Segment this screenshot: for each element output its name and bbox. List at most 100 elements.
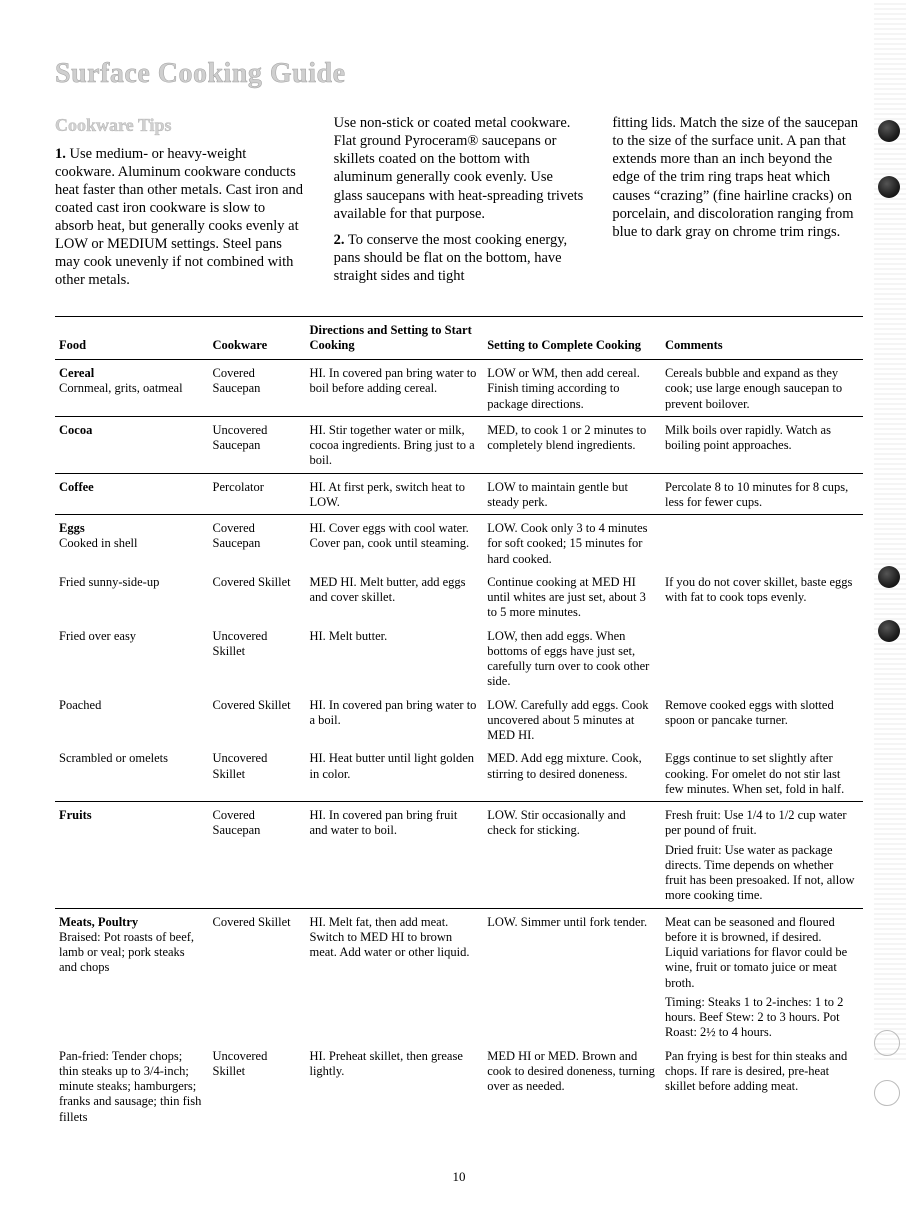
cell-start: HI. Stir together water or milk, cocoa i… <box>305 416 483 473</box>
cell-start: HI. Heat butter until light golden in co… <box>305 747 483 801</box>
cell-complete: LOW. Simmer until fork tender. <box>483 908 661 1045</box>
cell-comments: Meat can be seasoned and floured before … <box>661 908 863 1045</box>
cell-comments: Eggs continue to set slightly after cook… <box>661 747 863 801</box>
cell-cookware: Covered Skillet <box>209 908 306 1045</box>
cell-start: HI. In covered pan bring fruit and water… <box>305 802 483 909</box>
cell-food: CerealCornmeal, grits, oatmeal <box>55 360 209 417</box>
cell-comments <box>661 625 863 694</box>
cell-start: HI. Preheat skillet, then grease lightly… <box>305 1045 483 1129</box>
table-row: CerealCornmeal, grits, oatmealCovered Sa… <box>55 360 863 417</box>
cell-comments: Fresh fruit: Use 1/4 to 1/2 cup water pe… <box>661 802 863 909</box>
cell-food: Meats, PoultryBraised: Pot roasts of bee… <box>55 908 209 1045</box>
cell-food: Fruits <box>55 802 209 909</box>
table-header-row: Food Cookware Directions and Setting to … <box>55 316 863 360</box>
food-heading: Fruits <box>59 808 203 823</box>
table-body: CerealCornmeal, grits, oatmealCovered Sa… <box>55 360 863 1129</box>
table-row: Scrambled or omeletsUncovered SkilletHI.… <box>55 747 863 801</box>
table-row: Coffee PercolatorHI. At first perk, switc… <box>55 473 863 515</box>
table-row: Pan-fried: Tender chops; thin steaks up … <box>55 1045 863 1129</box>
cell-cookware: Percolator <box>209 473 306 515</box>
cell-food: Fried over easy <box>55 625 209 694</box>
cell-complete: Continue cooking at MED HI until whites … <box>483 571 661 625</box>
food-text: Fried sunny-side-up <box>59 575 203 590</box>
table-row: Meats, PoultryBraised: Pot roasts of bee… <box>55 908 863 1045</box>
col-comments: Comments <box>661 316 863 360</box>
cell-start: HI. In covered pan bring water to boil b… <box>305 360 483 417</box>
cooking-guide-table: Food Cookware Directions and Setting to … <box>55 316 863 1129</box>
page: Surface Cooking Guide Cookware Tips 1. U… <box>0 0 918 1225</box>
cell-complete: LOW. Stir occasionally and check for sti… <box>483 802 661 909</box>
food-text: Pan-fried: Tender chops; thin steaks up … <box>59 1049 203 1125</box>
food-heading: Eggs <box>59 521 203 536</box>
intro-col-1: Cookware Tips 1. Use medium- or heavy-we… <box>55 114 306 298</box>
cell-food: Pan-fried: Tender chops; thin steaks up … <box>55 1045 209 1129</box>
cell-complete: LOW. Cook only 3 to 4 minutes for soft c… <box>483 515 661 571</box>
cell-comments: Milk boils over rapidly. Watch as boilin… <box>661 416 863 473</box>
cell-cookware: Uncovered Saucepan <box>209 416 306 473</box>
col-cookware: Cookware <box>209 316 306 360</box>
tip-2-text: To conserve the most cooking energy, pan… <box>334 232 568 284</box>
cell-food: Scrambled or omelets <box>55 747 209 801</box>
table-row: Fruits Covered SaucepanHI. In covered pan… <box>55 802 863 909</box>
cell-complete: MED HI or MED. Brown and cook to desired… <box>483 1045 661 1129</box>
cell-start: MED HI. Melt butter, add eggs and cover … <box>305 571 483 625</box>
food-text: Cooked in shell <box>59 536 203 551</box>
cell-cookware: Uncovered Skillet <box>209 625 306 694</box>
tip-2-number: 2. <box>334 232 345 248</box>
cell-cookware: Covered Saucepan <box>209 515 306 571</box>
cell-start: HI. Cover eggs with cool water. Cover pa… <box>305 515 483 571</box>
cell-cookware: Covered Skillet <box>209 571 306 625</box>
page-title: Surface Cooking Guide <box>55 58 863 90</box>
cell-complete: LOW. Carefully add eggs. Cook uncovered … <box>483 694 661 748</box>
food-text: Scrambled or omelets <box>59 751 203 766</box>
section-heading-cookware-tips: Cookware Tips <box>55 114 306 137</box>
tip-2-continued: fitting lids. Match the size of the sauc… <box>612 114 863 241</box>
intro-columns: Cookware Tips 1. Use medium- or heavy-we… <box>55 114 863 298</box>
table-row: Fried over easy Uncovered SkilletHI. Melt… <box>55 625 863 694</box>
cell-complete: MED, to cook 1 or 2 minutes to completel… <box>483 416 661 473</box>
cell-food: EggsCooked in shell <box>55 515 209 571</box>
cell-food: Cocoa <box>55 416 209 473</box>
food-heading: Meats, Poultry <box>59 915 203 930</box>
tip-2: 2. To conserve the most cooking energy, … <box>334 231 585 285</box>
cell-complete: LOW, then add eggs. When bottoms of eggs… <box>483 625 661 694</box>
tip-1-text: Use medium- or heavy-weight cookware. Al… <box>55 146 303 289</box>
page-number: 10 <box>55 1169 863 1185</box>
cell-complete: MED. Add egg mixture. Cook, stirring to … <box>483 747 661 801</box>
cell-complete: LOW or WM, then add cereal. Finish timin… <box>483 360 661 417</box>
tip-1-number: 1. <box>55 146 66 162</box>
table-row: PoachedCovered SkilletHI. In covered pan… <box>55 694 863 748</box>
cell-comments: If you do not cover skillet, baste eggs … <box>661 571 863 625</box>
intro-col-3: fitting lids. Match the size of the sauc… <box>612 114 863 298</box>
cell-comments: Cereals bubble and expand as they cook; … <box>661 360 863 417</box>
food-text: Braised: Pot roasts of beef, lamb or vea… <box>59 930 203 976</box>
col-food: Food <box>55 316 209 360</box>
table-row: Cocoa Uncovered SaucepanHI. Stir together… <box>55 416 863 473</box>
cell-food: Poached <box>55 694 209 748</box>
food-heading: Cereal <box>59 366 203 381</box>
cell-start: HI. At first perk, switch heat to LOW. <box>305 473 483 515</box>
tip-1: 1. Use medium- or heavy-weight cookware.… <box>55 145 306 290</box>
food-heading: Cocoa <box>59 423 203 438</box>
cell-start: HI. Melt fat, then add meat. Switch to M… <box>305 908 483 1045</box>
cell-food: Fried sunny-side-up <box>55 571 209 625</box>
food-heading: Coffee <box>59 480 203 495</box>
cell-start: HI. Melt butter. <box>305 625 483 694</box>
cell-comments: Remove cooked eggs with slotted spoon or… <box>661 694 863 748</box>
cell-cookware: Covered Saucepan <box>209 802 306 909</box>
table-row: EggsCooked in shellCovered SaucepanHI. C… <box>55 515 863 571</box>
cell-cookware: Uncovered Skillet <box>209 1045 306 1129</box>
table-row: Fried sunny-side-up Covered SkilletMED HI… <box>55 571 863 625</box>
cell-comments: Percolate 8 to 10 minutes for 8 cups, le… <box>661 473 863 515</box>
cell-complete: LOW to maintain gentle but steady perk. <box>483 473 661 515</box>
cell-cookware: Covered Skillet <box>209 694 306 748</box>
food-text: Poached <box>59 698 203 713</box>
col-complete: Setting to Complete Cooking <box>483 316 661 360</box>
food-text: Fried over easy <box>59 629 203 644</box>
cell-cookware: Covered Saucepan <box>209 360 306 417</box>
cell-comments <box>661 515 863 571</box>
intro-col-2: Use non-stick or coated metal cookware. … <box>334 114 585 298</box>
food-text: Cornmeal, grits, oatmeal <box>59 381 203 396</box>
col-start: Directions and Setting to Start Cooking <box>305 316 483 360</box>
cell-food: Coffee <box>55 473 209 515</box>
